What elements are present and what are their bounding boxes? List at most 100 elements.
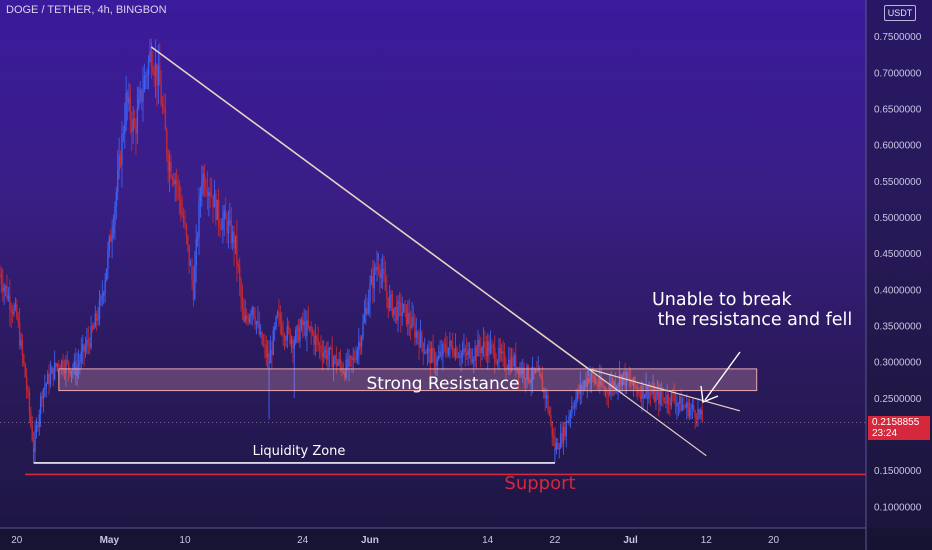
candle-body	[384, 278, 387, 291]
candle-body	[426, 348, 429, 354]
candle-body	[230, 220, 232, 244]
candle-body	[96, 313, 98, 321]
candle-body	[480, 347, 482, 354]
candle-body	[659, 391, 661, 405]
candle-body	[522, 367, 524, 374]
candle-body	[185, 224, 188, 236]
candle-body	[146, 74, 148, 76]
candle-body	[248, 316, 251, 322]
y-tick-label: 0.6000000	[874, 141, 922, 152]
callout-text: Unable to break the resistance and fell	[652, 290, 853, 330]
candle-body	[157, 65, 160, 86]
candle-body	[154, 63, 157, 76]
candle-body	[550, 415, 552, 422]
candle-body	[700, 410, 702, 415]
candle-body	[159, 65, 161, 85]
candle-body	[607, 393, 609, 395]
candle-body	[582, 385, 584, 391]
candle-body	[457, 356, 460, 358]
currency-unit-badge[interactable]: USDT	[884, 5, 916, 21]
candle-body	[561, 433, 563, 444]
candle-body	[13, 307, 15, 314]
candle-body	[233, 231, 235, 249]
candle-body	[355, 359, 357, 361]
candle-body	[405, 304, 408, 325]
candle-body	[380, 273, 382, 278]
candle-body	[53, 362, 56, 379]
candle-body	[178, 184, 181, 199]
candle-body	[292, 339, 294, 349]
candle-body	[416, 331, 419, 338]
candle-body	[212, 195, 214, 208]
candle-body	[440, 351, 443, 357]
candle-body	[222, 219, 224, 230]
candle-body	[2, 284, 4, 292]
candle-body	[161, 104, 164, 108]
candle-body	[351, 356, 353, 360]
candle-body	[481, 347, 483, 354]
candle-body	[415, 331, 417, 338]
y-tick-label: 0.7000000	[874, 68, 922, 79]
candle-body	[171, 177, 174, 180]
candle-body	[199, 194, 202, 202]
candle-body	[642, 385, 645, 399]
candle-body	[568, 416, 570, 423]
candle-body	[135, 126, 137, 134]
liquidity-label: Liquidity Zone	[252, 444, 346, 459]
candle-body	[265, 345, 267, 358]
candle-body	[112, 225, 115, 234]
candle-body	[360, 337, 363, 347]
candle-body	[83, 344, 85, 352]
candle-body	[227, 221, 230, 234]
candle-body	[295, 330, 297, 343]
candle-body	[547, 395, 549, 411]
candle-body	[254, 316, 256, 325]
candle-body	[247, 318, 249, 322]
candle-body	[210, 195, 213, 196]
candle-body	[435, 364, 437, 366]
candle-body	[693, 405, 695, 411]
candle-body	[478, 340, 481, 348]
candle-body	[7, 295, 10, 299]
candle-body	[121, 134, 123, 166]
candle-body	[27, 389, 29, 393]
candle-body	[603, 386, 605, 391]
candle-body	[201, 182, 203, 195]
candle-body	[164, 110, 167, 131]
candle-body	[477, 340, 479, 357]
candle-body	[276, 312, 279, 317]
resistance-label: Strong Resistance	[366, 374, 520, 394]
candle-body	[691, 405, 694, 408]
candle-body	[615, 386, 618, 390]
candle-body	[571, 406, 573, 414]
candle-body	[267, 353, 269, 358]
candle-body	[695, 417, 698, 420]
candle-body	[429, 348, 431, 364]
candle-body	[39, 396, 42, 415]
candle-body	[443, 344, 445, 345]
candle-body	[520, 367, 523, 374]
candle-body	[334, 355, 336, 360]
candle-body	[35, 425, 38, 432]
candle-body	[688, 409, 691, 416]
candle-body	[140, 89, 143, 102]
candle-body	[271, 350, 273, 355]
candle-body	[307, 320, 310, 327]
candle-body	[325, 349, 328, 360]
candle-body	[136, 108, 139, 134]
candle-body	[485, 347, 488, 357]
candle-body	[600, 377, 602, 386]
candle-body	[168, 161, 171, 172]
y-tick-label: 0.6500000	[874, 104, 922, 115]
candle-body	[194, 264, 196, 300]
candle-body	[196, 237, 199, 240]
candle-body	[580, 384, 583, 391]
candle-body	[475, 347, 478, 357]
candle-body	[316, 336, 318, 339]
candle-body	[499, 347, 502, 354]
candle-body	[213, 193, 216, 208]
candle-body	[488, 341, 490, 354]
candle-body	[341, 364, 343, 372]
candle-body	[463, 348, 465, 353]
candle-body	[460, 353, 462, 358]
